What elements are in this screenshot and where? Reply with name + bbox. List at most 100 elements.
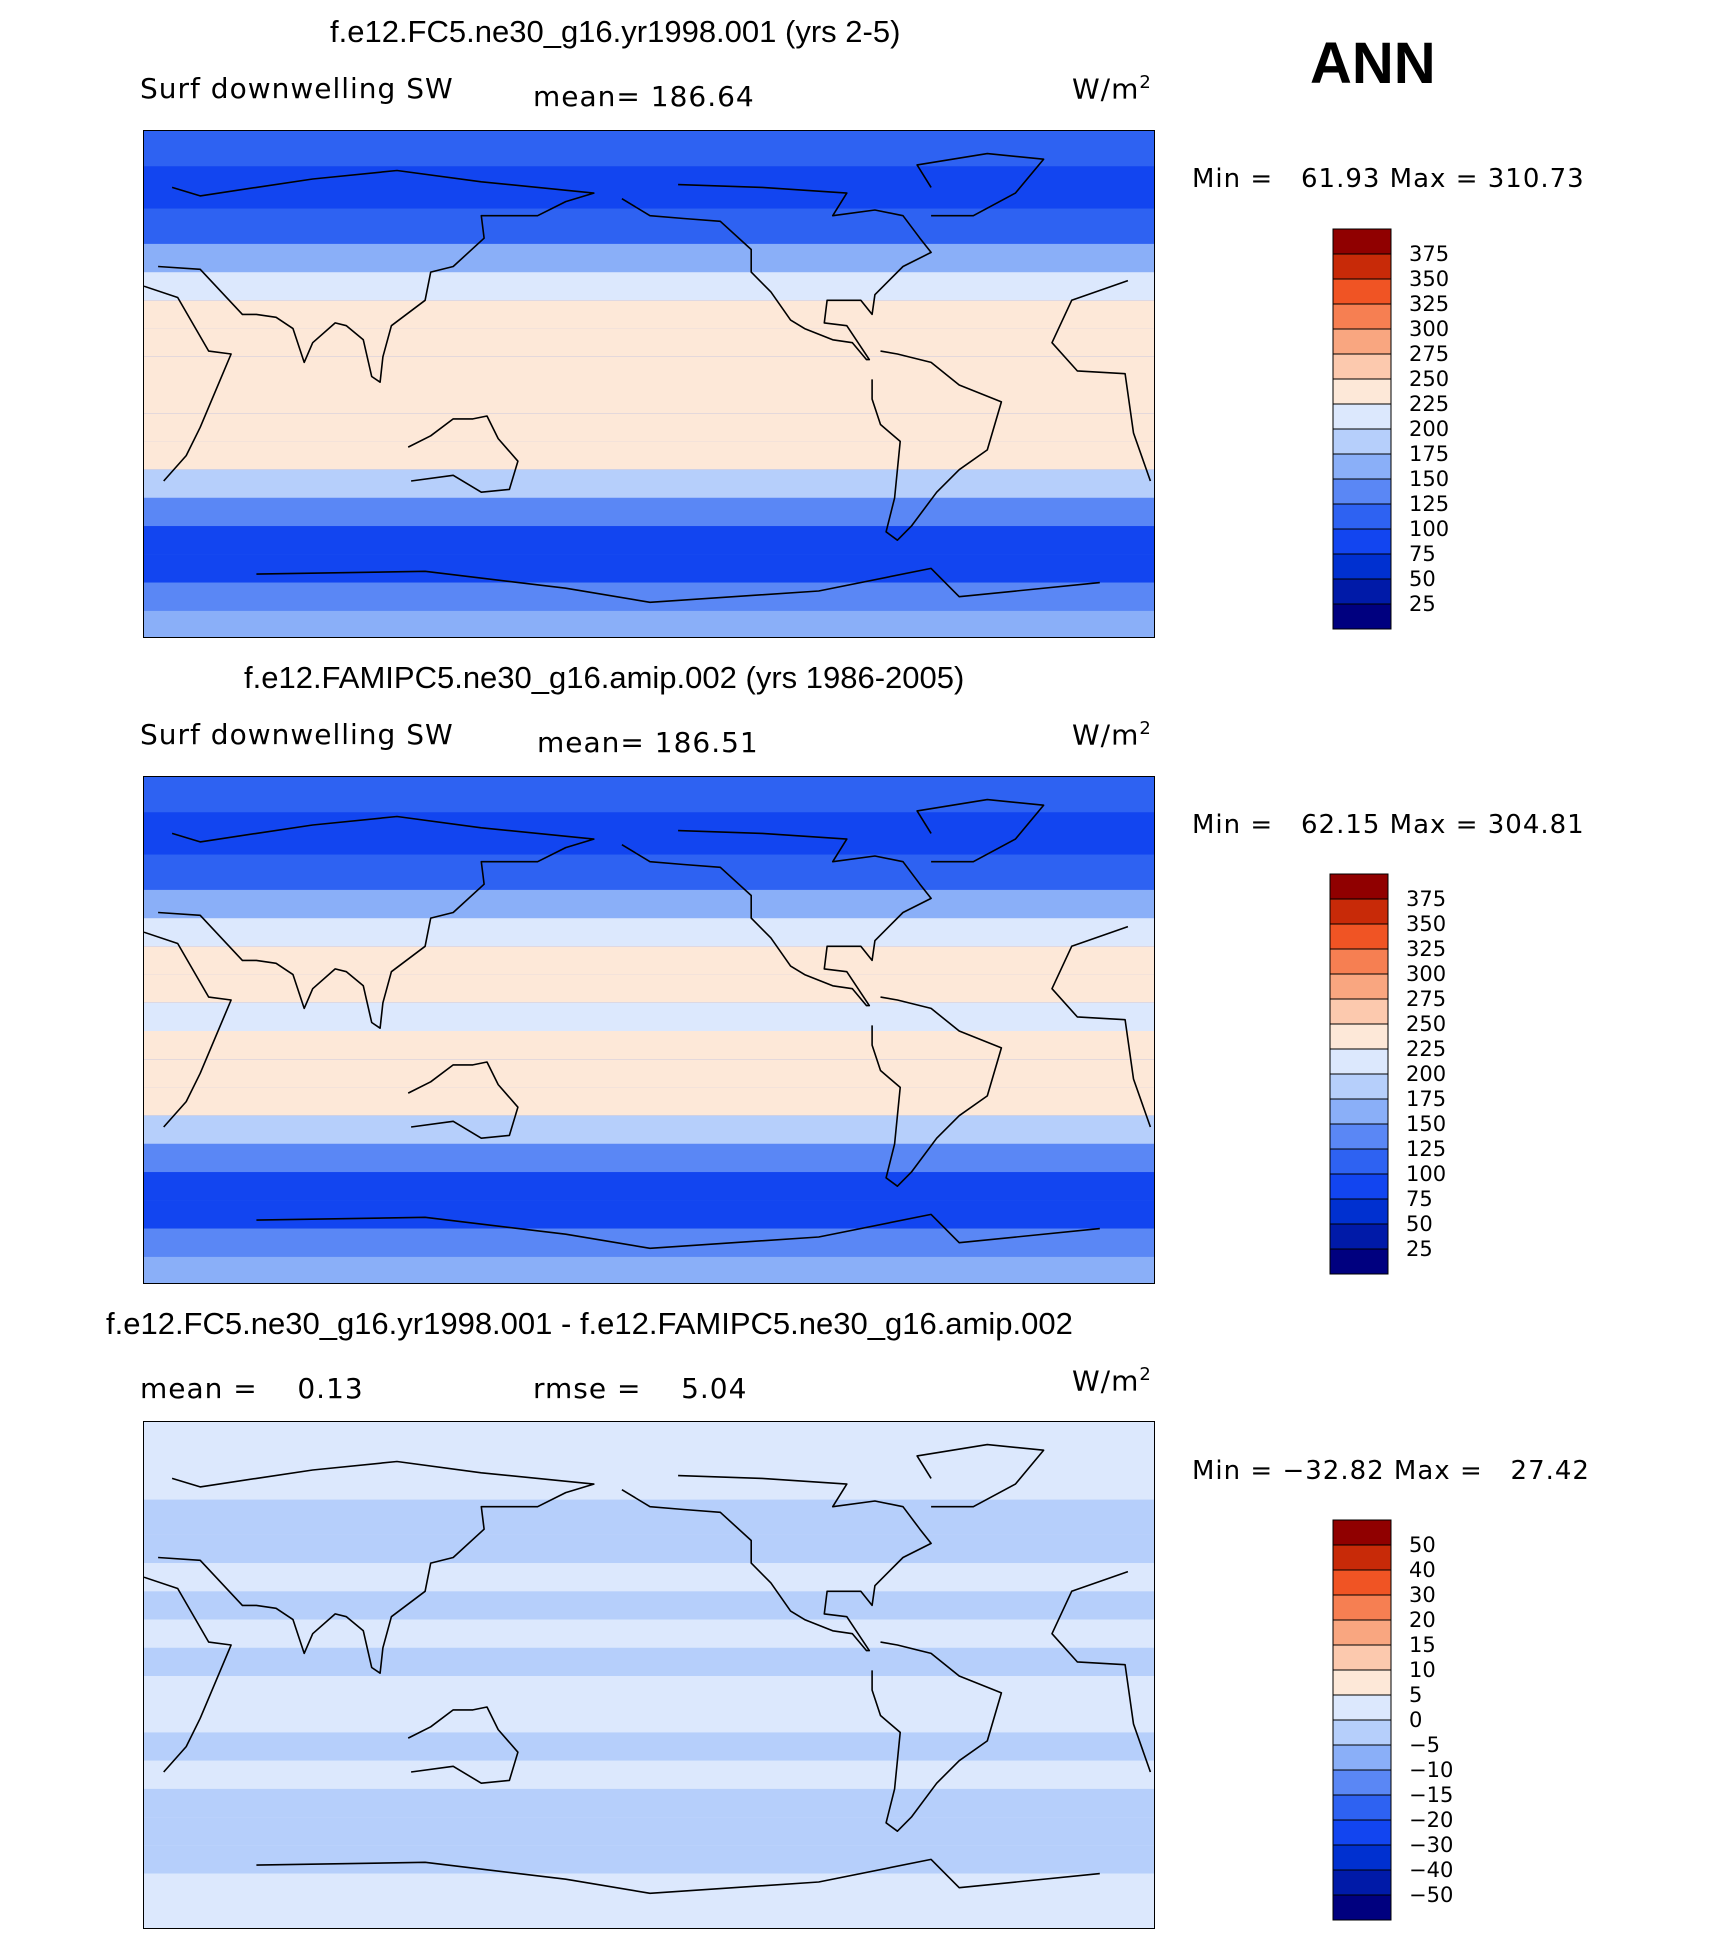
zonal-band xyxy=(144,854,1154,890)
season-label: ANN xyxy=(1310,31,1436,96)
colorbar-box xyxy=(1332,353,1392,380)
colorbar-tick-label: 150 xyxy=(1409,467,1449,491)
zonal-band xyxy=(144,1059,1154,1088)
coastline xyxy=(916,152,1045,217)
panel3-units: W/m2 xyxy=(1072,1364,1152,1397)
zonal-band xyxy=(144,1256,1154,1283)
coastline xyxy=(144,925,1152,1128)
colorbar-box xyxy=(1329,1023,1389,1050)
panel2-map xyxy=(143,776,1155,1284)
panel3-units-exp: 2 xyxy=(1139,1364,1152,1385)
coastline xyxy=(158,1460,595,1674)
colorbar-box xyxy=(1332,228,1392,255)
zonal-band xyxy=(144,1172,1154,1201)
colorbar-tick-label: 175 xyxy=(1406,1087,1446,1111)
colorbar-box xyxy=(1329,1098,1389,1125)
colorbar-tick-label: 375 xyxy=(1409,242,1449,266)
panel1-variable-label: Surf downwelling SW xyxy=(140,72,454,105)
zonal-band xyxy=(144,1732,1154,1761)
zonal-band xyxy=(144,812,1154,855)
colorbar-box xyxy=(1332,1569,1392,1596)
colorbar-tick-label: 40 xyxy=(1409,1558,1436,1582)
colorbar-tick-label: 50 xyxy=(1409,567,1436,591)
colorbar-tick-label: 0 xyxy=(1409,1708,1422,1732)
colorbar-box xyxy=(1329,1148,1389,1175)
zonal-band xyxy=(144,1087,1154,1116)
colorbar-box xyxy=(1332,1819,1392,1846)
colorbar-box xyxy=(1332,1844,1392,1871)
zonal-band xyxy=(144,526,1154,555)
zonal-band xyxy=(144,889,1154,919)
colorbar-box xyxy=(1332,1869,1392,1896)
colorbar-tick-label: 375 xyxy=(1406,887,1446,911)
colorbar-box xyxy=(1329,1048,1389,1075)
zonal-band xyxy=(144,946,1154,975)
colorbar-box xyxy=(1332,378,1392,405)
colorbar-box xyxy=(1332,553,1392,580)
panel3-colorbar: 50 40 30 20 15 10 5 0 −5 −10 −15 −20 −30 −40 −50 xyxy=(1332,1519,1463,1921)
colorbar-tick-label: −20 xyxy=(1409,1808,1453,1832)
zonal-band xyxy=(144,1901,1154,1928)
zonal-band xyxy=(144,974,1154,1003)
zonal-band xyxy=(144,1422,1154,1458)
colorbar-tick-label: 5 xyxy=(1409,1683,1422,1707)
zonal-band xyxy=(144,1676,1154,1705)
zonal-band xyxy=(144,1499,1154,1535)
coastline xyxy=(158,169,595,383)
colorbar-tick-label: 10 xyxy=(1409,1658,1436,1682)
colorbar-tick-label: 225 xyxy=(1406,1037,1446,1061)
panel2-units-base: W/m xyxy=(1072,718,1140,752)
colorbar-tick-label: 200 xyxy=(1409,417,1449,441)
colorbar-tick-label: 350 xyxy=(1406,912,1446,936)
colorbar-box xyxy=(1329,923,1389,950)
colorbar-box xyxy=(1329,873,1389,900)
colorbar-tick-label: 30 xyxy=(1409,1583,1436,1607)
colorbar-tick-label: 275 xyxy=(1409,342,1449,366)
zonal-band xyxy=(144,413,1154,442)
colorbar-box xyxy=(1332,603,1392,630)
colorbar-box xyxy=(1332,478,1392,505)
zonal-band xyxy=(144,1817,1154,1846)
colorbar-box xyxy=(1332,1519,1392,1546)
colorbar-box xyxy=(1332,1644,1392,1671)
panel2-mean-label: mean= 186.51 xyxy=(537,726,759,759)
zonal-band xyxy=(144,1002,1154,1031)
colorbar-tick-label: 20 xyxy=(1409,1608,1436,1632)
zonal-band xyxy=(144,1591,1154,1620)
zonal-band xyxy=(144,385,1154,414)
coastline xyxy=(256,1858,1100,1895)
zonal-band xyxy=(144,208,1154,244)
colorbar-tick-label: 150 xyxy=(1406,1112,1446,1136)
colorbar-box xyxy=(1332,1744,1392,1771)
panel1-title: f.e12.FC5.ne30_g16.yr1998.001 (yrs 2-5) xyxy=(330,14,901,49)
zonal-band xyxy=(144,1457,1154,1500)
colorbar-box xyxy=(1329,1073,1389,1100)
zonal-band xyxy=(144,166,1154,209)
colorbar-box xyxy=(1332,1894,1392,1921)
colorbar-tick-label: −15 xyxy=(1409,1783,1453,1807)
coastline xyxy=(916,1443,1045,1508)
panel2-contour-field xyxy=(144,777,1154,1283)
colorbar-tick-label: 200 xyxy=(1406,1062,1446,1086)
colorbar-box xyxy=(1332,253,1392,280)
colorbar-tick-label: −10 xyxy=(1409,1758,1453,1782)
colorbar-tick-label: 350 xyxy=(1409,267,1449,291)
colorbar-box xyxy=(1332,303,1392,330)
colorbar-tick-label: 175 xyxy=(1409,442,1449,466)
panel1-map xyxy=(143,130,1155,638)
colorbar-tick-label: 50 xyxy=(1409,1533,1436,1557)
colorbar-tick-label: 225 xyxy=(1409,392,1449,416)
colorbar-box xyxy=(1332,328,1392,355)
colorbar-box xyxy=(1332,428,1392,455)
panel1-colorbar: 375 350 325 300 275 250 225 200 175 150 125 100 75 50… xyxy=(1332,228,1463,630)
colorbar-box xyxy=(1329,1223,1389,1250)
zonal-band xyxy=(144,1031,1154,1060)
colorbar-tick-label: 15 xyxy=(1409,1633,1436,1657)
zonal-band xyxy=(144,1115,1154,1144)
zonal-band xyxy=(144,1873,1154,1902)
colorbar-tick-label: 250 xyxy=(1409,367,1449,391)
zonal-band xyxy=(144,777,1154,813)
colorbar-tick-label: 125 xyxy=(1409,492,1449,516)
colorbar-box xyxy=(1332,503,1392,530)
panel3-map xyxy=(143,1421,1155,1929)
